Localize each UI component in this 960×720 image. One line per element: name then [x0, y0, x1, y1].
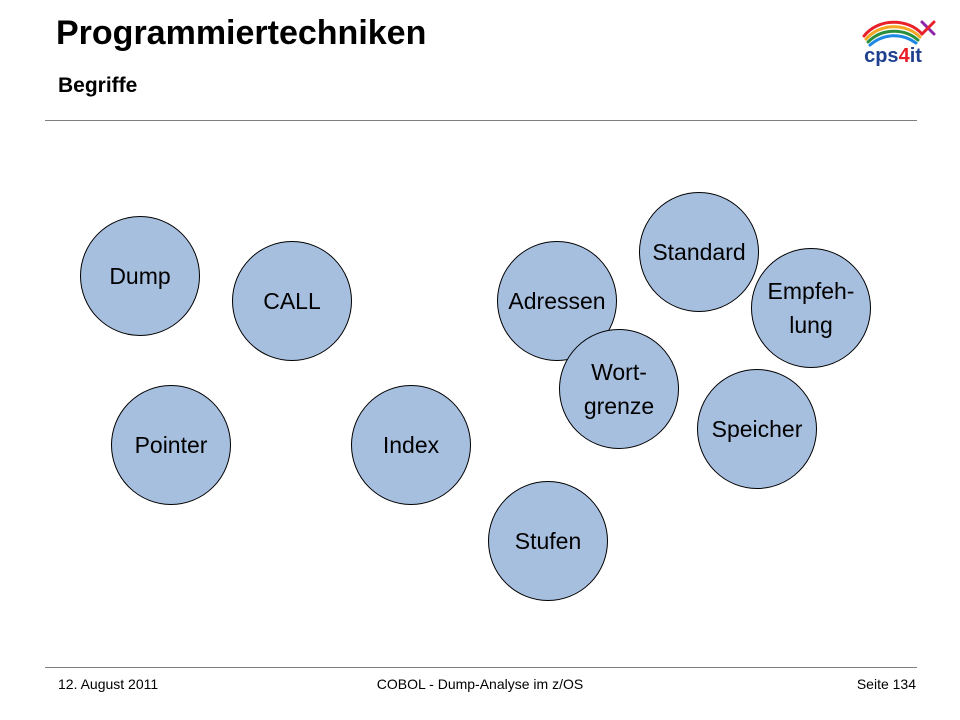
term-pointer: Pointer — [111, 385, 231, 505]
logo-swoosh — [862, 20, 936, 47]
footer-title: COBOL - Dump-Analyse im z/OS — [376, 676, 584, 692]
footer-date: 12. August 2011 — [58, 676, 159, 692]
term-dump: Dump — [80, 216, 200, 336]
term-call: CALL — [232, 241, 352, 361]
term-stufen: Stufen — [488, 481, 608, 601]
cps4it-logo: cps4it — [862, 20, 936, 67]
footer-page-number: Seite 134 — [856, 676, 916, 692]
term-speicher: Speicher — [697, 369, 817, 489]
term-wortgrenze: Wort- grenze — [559, 329, 679, 449]
slide-title: Programmiertechniken — [56, 14, 427, 52]
term-index: Index — [351, 385, 471, 505]
slide-subtitle: Begriffe — [58, 74, 138, 97]
footer-rule — [45, 667, 917, 668]
term-standard: Standard — [639, 192, 759, 312]
term-adressen: Adressen — [497, 241, 617, 361]
header-rule — [45, 120, 917, 121]
logo-text: cps4it — [864, 45, 922, 67]
term-empfehlung: Empfeh- lung — [751, 248, 871, 368]
